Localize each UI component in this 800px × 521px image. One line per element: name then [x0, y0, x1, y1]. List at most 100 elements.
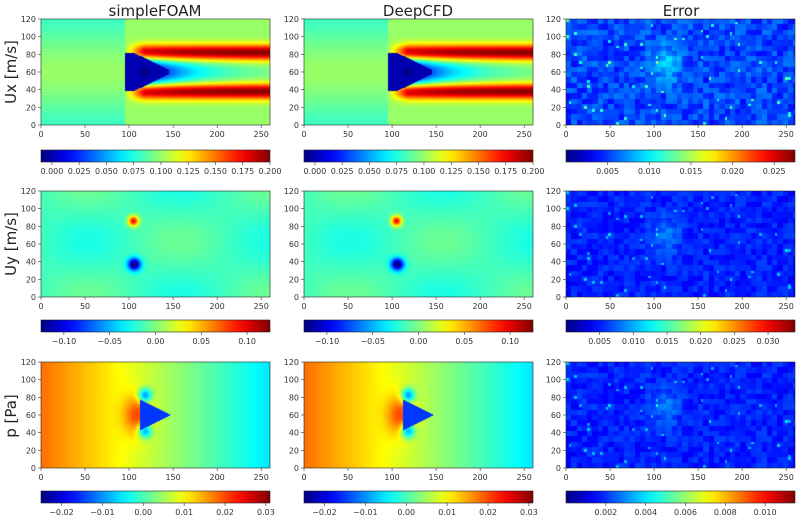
heatmap-simplefoam-p	[41, 362, 270, 468]
x-tick-label: 250	[254, 130, 269, 139]
y-tick-label: 40	[289, 86, 299, 95]
x-tick-label: 0	[301, 302, 306, 311]
colorbar-tick-label: 0.150	[204, 167, 227, 176]
colorbar-tick-label: 0.025	[763, 167, 786, 176]
y-tick-label: 20	[289, 103, 299, 112]
column-title-error: Error	[663, 2, 700, 20]
y-tick-label: 100	[546, 33, 561, 42]
panel-simplefoam-ux: 0 50 100 150 200 250 0 20 40 60 80 100 120 0.000 0.025…	[21, 15, 282, 176]
x-tick-label: 100	[121, 473, 136, 482]
colorbar-tick-label: 0.100	[412, 167, 435, 176]
y-tick-label: 20	[289, 275, 299, 284]
x-tick-label: 100	[121, 130, 136, 139]
x-tick-label: 0	[301, 473, 306, 482]
colorbar-tick-label: 0.02	[479, 508, 497, 517]
colorbar-tick-label: 0.050	[358, 167, 381, 176]
x-tick-label: 0	[38, 473, 43, 482]
x-tick-label: 100	[121, 302, 136, 311]
colorbar-tick-label: 0.005	[588, 337, 611, 346]
y-tick-label: 40	[551, 86, 561, 95]
colorbar-tick-label: −0.10	[315, 337, 340, 346]
x-tick-label: 150	[428, 130, 443, 139]
colorbar-tick-label: 0.025	[68, 167, 91, 176]
colorbar-tick-label: 0.030	[757, 337, 780, 346]
x-tick-label: 150	[690, 473, 705, 482]
colorbar-tick-label: −0.01	[90, 508, 115, 517]
colorbar-tick-label: 0.050	[95, 167, 118, 176]
y-tick-label: 80	[26, 222, 36, 231]
y-tick-label: 60	[26, 411, 36, 420]
panel-deepcfd-uy: 0 50 100 150 200 250 0 20 40 60 80 100 120 −0.10 −0.05…	[284, 187, 534, 346]
colorbar-tick-label: 0.004	[634, 508, 657, 517]
x-tick-label: 100	[384, 473, 399, 482]
y-tick-label: 80	[289, 50, 299, 59]
x-tick-label: 50	[343, 302, 353, 311]
colorbar-tick-label: 0.010	[638, 167, 661, 176]
y-tick-label: 120	[546, 358, 561, 367]
heatmap-error-p	[566, 362, 795, 468]
colorbar-tick-label: 0.010	[754, 508, 777, 517]
panel-error-ux: 0 50 100 150 200 250 0 20 40 60 80 100 120 0.005 0.010…	[546, 15, 796, 176]
y-tick-label: 0	[294, 464, 299, 473]
y-tick-label: 60	[551, 68, 561, 77]
colorbar-error-ux	[565, 149, 796, 163]
x-tick-label: 0	[38, 302, 43, 311]
colorbar-tick-label: 0.10	[238, 337, 256, 346]
x-tick-label: 150	[690, 130, 705, 139]
y-tick-label: 120	[21, 187, 36, 196]
colorbar-tick-label: 0.150	[467, 167, 490, 176]
row-label-uy: Uy [m/s]	[2, 212, 20, 276]
colorbar-tick-label: −0.10	[52, 337, 77, 346]
x-tick-label: 100	[384, 130, 399, 139]
colorbar-tick-label: 0.125	[440, 167, 463, 176]
colorbar-tick-label: 0.025	[331, 167, 354, 176]
y-tick-label: 60	[289, 68, 299, 77]
y-tick-label: 100	[284, 205, 299, 214]
panel-simplefoam-p: 0 50 100 150 200 250 0 20 40 60 80 100 120 −0.02 −0.01…	[21, 358, 275, 517]
x-tick-label: 250	[517, 473, 532, 482]
colorbar-tick-label: 0.020	[689, 337, 712, 346]
x-tick-label: 0	[38, 130, 43, 139]
heatmap-error-uy	[566, 191, 795, 297]
x-tick-label: 200	[735, 302, 750, 311]
y-tick-label: 80	[26, 50, 36, 59]
y-tick-label: 80	[551, 393, 561, 402]
x-tick-label: 250	[517, 130, 532, 139]
colorbar-tick-label: 0.00	[397, 508, 415, 517]
panel-simplefoam-uy: 0 50 100 150 200 250 0 20 40 60 80 100 120 −0.10 −0.05…	[21, 187, 271, 346]
x-tick-label: 250	[517, 302, 532, 311]
colorbar-tick-label: 0.05	[192, 337, 210, 346]
y-tick-label: 60	[26, 68, 36, 77]
y-tick-label: 20	[551, 275, 561, 284]
row-label-p: p [Pa]	[2, 394, 20, 438]
x-tick-label: 150	[428, 302, 443, 311]
y-tick-label: 60	[551, 411, 561, 420]
x-tick-label: 0	[563, 130, 568, 139]
colorbar-tick-label: 0.025	[723, 337, 746, 346]
y-tick-label: 0	[31, 121, 36, 130]
colorbar-tick-label: −0.01	[353, 508, 378, 517]
heatmap-simplefoam-ux	[41, 19, 270, 125]
y-tick-label: 20	[26, 275, 36, 284]
row-label-ux: Ux [m/s]	[2, 40, 20, 104]
x-tick-label: 0	[563, 473, 568, 482]
colorbar-tick-label: 0.01	[175, 508, 193, 517]
x-tick-label: 150	[165, 473, 180, 482]
x-tick-label: 100	[646, 302, 661, 311]
colorbar-simplefoam-ux	[40, 149, 271, 163]
colorbar-deepcfd-ux	[303, 149, 534, 163]
x-tick-label: 50	[605, 473, 615, 482]
y-tick-label: 40	[26, 429, 36, 438]
y-tick-label: 120	[284, 15, 299, 24]
colorbar-tick-label: 0.00	[147, 337, 165, 346]
y-tick-label: 0	[556, 464, 561, 473]
x-tick-label: 50	[80, 473, 90, 482]
colorbar-tick-label: −0.02	[49, 508, 74, 517]
colorbar-tick-label: 0.005	[596, 167, 619, 176]
colorbar-deepcfd-p	[303, 490, 534, 504]
y-tick-label: 20	[551, 446, 561, 455]
y-tick-label: 60	[26, 240, 36, 249]
x-tick-label: 0	[301, 130, 306, 139]
x-tick-label: 250	[254, 302, 269, 311]
